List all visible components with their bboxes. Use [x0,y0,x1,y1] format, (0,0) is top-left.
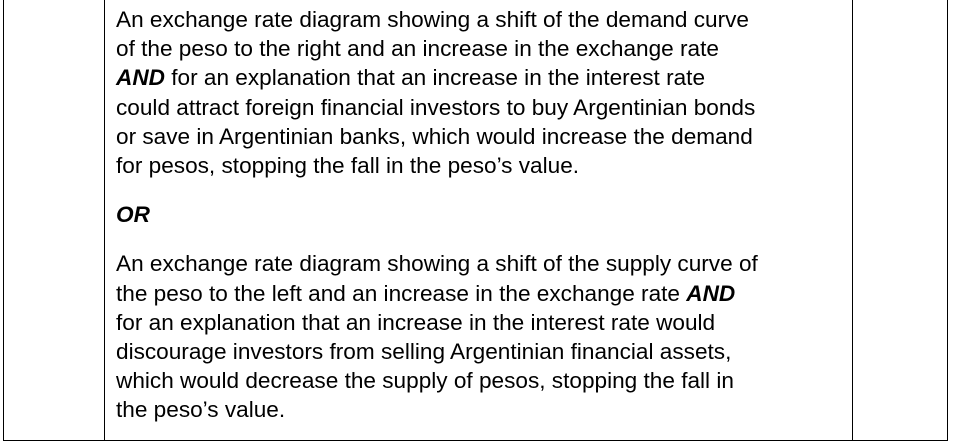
text-line: of the peso to the right and an increase… [116,36,719,62]
cropped-text-above [105,0,850,2]
text-line: discourage investors from selling Argent… [116,339,732,365]
option-a-paragraph: An exchange rate diagram showing a shift… [116,5,851,180]
text-fragment: for an explanation that an increase in t… [164,65,706,91]
text-line: which would decrease the supply of pesos… [116,368,734,394]
text-line: the peso to the left and an increase in … [116,279,851,308]
text-line: for pesos, stopping the fall in the peso… [116,153,580,179]
text-line: for an explanation that an increase in t… [116,309,716,335]
text-line: An exchange rate diagram showing a shift… [116,251,758,277]
text-line: or save in Argentinian banks, which woul… [116,123,753,149]
table-border-column-1 [104,0,105,441]
table-border-bottom [3,440,947,441]
answer-cell: An exchange rate diagram showing a shift… [116,5,851,425]
text-fragment: the peso to the left and an increase in … [116,280,687,306]
table-border-right [947,0,948,441]
text-line: An exchange rate diagram showing a shift… [116,7,750,32]
and-keyword: AND [686,280,736,306]
table-border-left [3,0,4,441]
or-separator: OR [116,202,150,228]
table-border-column-2 [852,0,853,441]
text-line: could attract foreign financial investor… [116,94,756,120]
text-line: the peso’s value. [116,397,286,423]
option-b-paragraph: An exchange rate diagram showing a shift… [116,249,851,424]
text-line: AND for an explanation that an increase … [116,63,851,92]
and-keyword: AND [116,65,165,91]
